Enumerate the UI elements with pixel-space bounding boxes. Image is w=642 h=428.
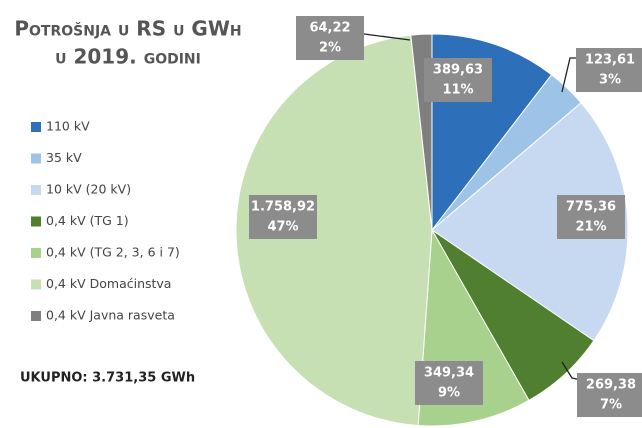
percentage-label: 47% [267, 220, 298, 235]
percentage-label: 11% [442, 83, 473, 98]
legend-label: 35 kV [46, 150, 82, 165]
value-label: 389,63 [433, 63, 483, 78]
value-label: 64,22 [309, 21, 350, 36]
chart-title: u 2019. godini [55, 45, 201, 69]
legend-label: 0,4 kV Javna rasveta [46, 308, 175, 323]
pie-slice [235, 34, 433, 427]
label-box [577, 373, 642, 417]
pie-slice [431, 102, 629, 342]
value-label: 1.758,92 [251, 200, 315, 215]
legend-label: 110 kV [46, 119, 90, 134]
percentage-label: 2% [319, 41, 341, 56]
legend-label: 10 kV (20 kV) [46, 182, 131, 197]
total-annotation: UKUPNO: 3.731,35 GWh [20, 371, 195, 386]
percentage-label: 7% [600, 398, 622, 413]
label-box [249, 195, 317, 239]
label-box [557, 195, 625, 239]
value-label: 123,61 [585, 53, 635, 68]
legend-label: 0,4 kV (TG 2, 3, 6 i 7) [46, 245, 180, 260]
legend-label: 0,4 kV (TG 1) [46, 213, 129, 228]
label-box [576, 48, 642, 92]
leader-line [363, 33, 411, 41]
legend-swatch [31, 122, 41, 132]
value-label: 775,36 [566, 200, 616, 215]
legend-swatch [31, 153, 41, 164]
legend-swatch [31, 248, 41, 258]
legend-swatch [31, 185, 41, 195]
label-box [296, 16, 364, 60]
percentage-label: 9% [438, 386, 460, 401]
label-box [424, 58, 492, 102]
legend-label: 0,4 kV Domaćinstva [46, 276, 171, 291]
label-box [415, 361, 483, 405]
percentage-label: 3% [599, 73, 621, 88]
legend-swatch [31, 311, 41, 321]
legend-swatch [31, 216, 41, 227]
legend-swatch [31, 279, 41, 290]
percentage-label: 21% [575, 220, 606, 235]
value-label: 349,34 [424, 366, 474, 381]
chart-title: Potrošnja u RS u GWh [14, 17, 241, 41]
value-label: 269,38 [586, 378, 636, 393]
